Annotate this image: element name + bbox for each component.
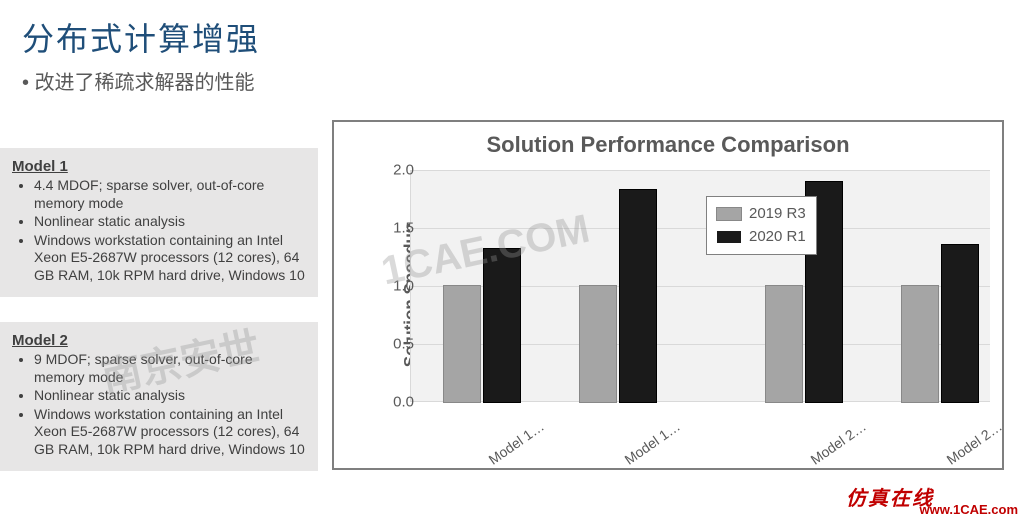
y-tick: 1.5 — [374, 220, 414, 237]
y-tick: 0.5 — [374, 336, 414, 353]
bar — [902, 286, 938, 402]
bar — [766, 286, 802, 402]
chart: Solution Performance Comparison Solution… — [332, 120, 1004, 470]
model1-list: 4.4 MDOF; sparse solver, out-of-core mem… — [12, 177, 306, 284]
legend: 2019 R3 2020 R1 — [706, 196, 817, 255]
list-item: Nonlinear static analysis — [34, 213, 306, 231]
list-item: Nonlinear static analysis — [34, 387, 306, 405]
page-title: 分布式计算增强 — [22, 14, 260, 60]
model2-list: 9 MDOF; sparse solver, out-of-core memor… — [12, 351, 306, 458]
model2-head: Model 2 — [12, 332, 306, 349]
legend-label: 2020 R1 — [749, 226, 806, 249]
chart-title: Solution Performance Comparison — [334, 132, 1002, 158]
y-tick: 1.0 — [374, 278, 414, 295]
list-item: Windows workstation containing an Intel … — [34, 406, 306, 459]
swatch-icon — [717, 208, 741, 220]
list-item: Windows workstation containing an Intel … — [34, 232, 306, 285]
y-tick: 2.0 — [374, 162, 414, 179]
y-tick: 0.0 — [374, 394, 414, 411]
bar — [444, 286, 480, 402]
slide: 分布式计算增强 改进了稀疏求解器的性能 Model 1 4.4 MDOF; sp… — [0, 0, 1024, 519]
gridline — [410, 228, 990, 229]
legend-item-b: 2020 R1 — [717, 226, 806, 249]
list-item: 4.4 MDOF; sparse solver, out-of-core mem… — [34, 177, 306, 212]
bar — [620, 190, 656, 402]
swatch-icon — [717, 231, 741, 243]
x-tick: Model 1… — [486, 418, 547, 468]
x-ticks: Model 1…Model 1…Model 2…Model 2… — [410, 408, 990, 468]
gridline — [410, 170, 990, 171]
legend-label: 2019 R3 — [749, 203, 806, 226]
model1-head: Model 1 — [12, 158, 306, 175]
plot-area — [410, 170, 990, 402]
footer-url: www.1CAE.com — [920, 502, 1018, 517]
list-item: 9 MDOF; sparse solver, out-of-core memor… — [34, 351, 306, 386]
bar — [484, 249, 520, 402]
model2-box: Model 2 9 MDOF; sparse solver, out-of-co… — [0, 322, 318, 471]
model1-box: Model 1 4.4 MDOF; sparse solver, out-of-… — [0, 148, 318, 297]
bar — [942, 245, 978, 402]
x-tick: Model 1… — [622, 418, 683, 468]
legend-item-a: 2019 R3 — [717, 203, 806, 226]
bar — [580, 286, 616, 402]
x-tick: Model 2… — [808, 418, 869, 468]
subtitle: 改进了稀疏求解器的性能 — [22, 66, 255, 95]
x-tick: Model 2… — [944, 418, 1005, 468]
